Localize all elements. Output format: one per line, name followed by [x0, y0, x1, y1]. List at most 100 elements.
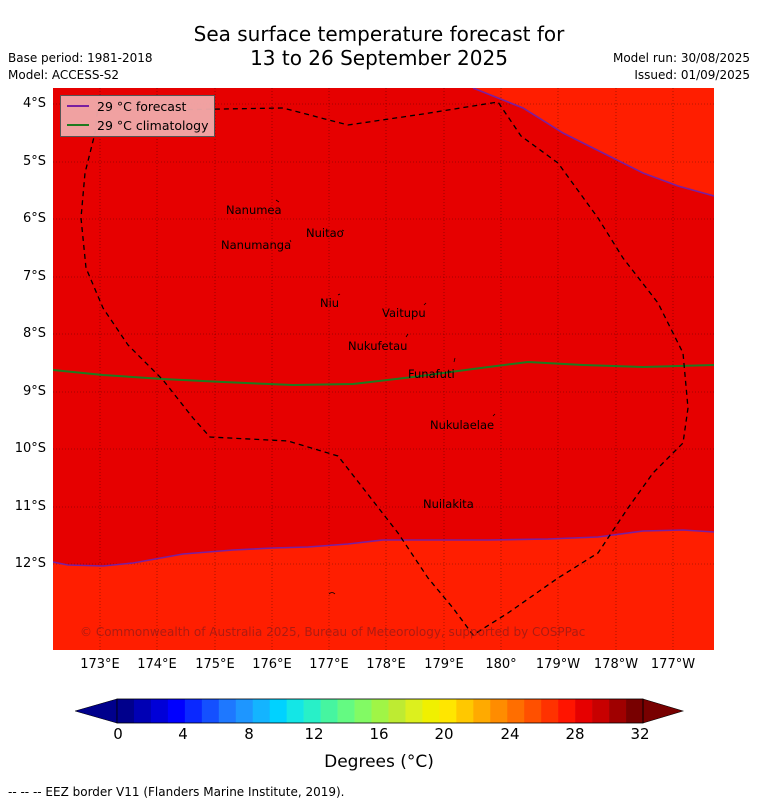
colorbar-segment	[252, 699, 271, 723]
colorbar	[75, 698, 685, 724]
colorbar-segment	[133, 699, 152, 723]
colorbar-segment	[150, 699, 169, 723]
lon-label: 176°E	[252, 657, 292, 672]
legend-forecast-label: 29 °C forecast	[97, 98, 187, 114]
lon-label: 177°W	[650, 657, 696, 672]
colorbar-segment	[269, 699, 287, 723]
colorbar-segment	[337, 699, 355, 723]
island-label-nukulaelae: Nukulaelae	[430, 418, 495, 432]
lon-label: 175°E	[195, 657, 235, 672]
colorbar-segment	[575, 699, 593, 723]
lon-label: 177°E	[309, 657, 349, 672]
island-label-nukufetau: Nukufetau	[348, 339, 408, 353]
colorbar-segment	[201, 699, 220, 723]
lon-label: 179°E	[424, 657, 464, 672]
climatology-line-swatch	[67, 124, 89, 126]
colorbar-segment	[167, 699, 186, 723]
lon-label: 174°E	[137, 657, 177, 672]
colorbar-segment	[354, 699, 372, 723]
colorbar-segment	[235, 699, 254, 723]
colorbar-tick-label: 4	[178, 725, 188, 743]
forecast-29c-contour-south	[53, 529, 714, 567]
legend-item-forecast: 29 °C forecast	[67, 97, 186, 115]
island-label-nuitao: Nuitao	[306, 226, 344, 240]
colorbar-segment	[422, 699, 440, 723]
colorbar-segment	[473, 699, 491, 723]
climatology-29c-contour	[53, 360, 714, 387]
colorbar-segment	[456, 699, 474, 723]
colorbar-tick-label: 32	[630, 725, 650, 743]
colorbar-segment	[507, 699, 525, 723]
colorbar-frame	[116, 698, 644, 724]
lon-label: 178°E	[366, 657, 406, 672]
map-legend: 29 °C forecast 29 °C climatology	[60, 95, 215, 137]
eez-border	[80, 101, 689, 636]
colorbar-segment	[524, 699, 542, 723]
graticule	[53, 88, 714, 650]
island-label-nanumea: Nanumea	[226, 203, 282, 217]
colorbar-segment	[609, 699, 627, 723]
warm-sst-region	[53, 88, 714, 566]
colorbar-tick-label: 12	[304, 725, 324, 743]
model-run: Model run: 30/08/2025	[612, 51, 750, 65]
eez-footnote: -- -- -- EEZ border V11 (Flanders Marine…	[8, 785, 345, 799]
colorbar-segment	[405, 699, 423, 723]
colorbar-tick-label: 24	[500, 725, 520, 743]
forecast-line-swatch	[67, 105, 89, 107]
colorbar-tick-label: 8	[244, 725, 254, 743]
colorbar-segment	[592, 699, 610, 723]
colorbar-tick-label: 0	[113, 725, 123, 743]
lat-label: 6°S	[22, 211, 46, 226]
legend-item-climatology: 29 °C climatology	[67, 116, 209, 134]
title-line-2: 13 to 26 September 2025	[250, 46, 508, 70]
lat-label: 8°S	[22, 326, 46, 341]
lon-label: 180°	[485, 657, 517, 672]
lat-label: 12°S	[14, 556, 46, 571]
lat-label: 9°S	[22, 384, 46, 399]
lat-label: 10°S	[14, 441, 46, 456]
meta-right: Model run: 30/08/2025 Issued: 01/09/2025	[613, 50, 750, 84]
lon-label: 179°W	[535, 657, 581, 672]
island-label-niu: Niu	[320, 296, 340, 310]
chart-title: Sea surface temperature forecast for 13 …	[0, 22, 758, 70]
lon-label: 178°W	[593, 657, 639, 672]
island-marks	[275, 199, 496, 595]
lat-label: 4°S	[22, 96, 46, 111]
title-line-1: Sea surface temperature forecast for	[193, 22, 565, 46]
forecast-29c-contour-north	[472, 88, 714, 197]
colorbar-segment	[320, 699, 338, 723]
map-panel	[53, 88, 714, 650]
colorbar-segment	[286, 699, 304, 723]
island-label-nuilakita: Nuilakita	[423, 497, 474, 511]
model-name: Model: ACCESS-S2	[8, 68, 120, 82]
island-label-vaitupu: Vaitupu	[382, 306, 426, 320]
colorbar-segment	[117, 699, 135, 723]
colorbar-segment	[184, 699, 203, 723]
colorbar-segment	[439, 699, 457, 723]
island-label-nanumanga: Nanumanga	[221, 238, 292, 252]
colorbar-units-label: Degrees (°C)	[324, 752, 434, 772]
colorbar-over-arrow	[642, 698, 685, 724]
lat-label: 5°S	[22, 154, 46, 169]
base-period: Base period: 1981-2018	[8, 51, 153, 65]
colorbar-segment	[388, 699, 406, 723]
colorbar-under-arrow	[75, 698, 118, 724]
colorbar-segment	[541, 699, 559, 723]
legend-climatology-label: 29 °C climatology	[97, 117, 209, 133]
colorbar-segment	[490, 699, 508, 723]
lat-label: 11°S	[14, 499, 46, 514]
colorbar-segment	[371, 699, 389, 723]
colorbar-segment	[626, 699, 644, 723]
lat-label: 7°S	[22, 269, 46, 284]
map-svg	[53, 88, 714, 650]
colorbar-segment	[303, 699, 321, 723]
issued-date: Issued: 01/09/2025	[634, 68, 750, 82]
lon-label: 173°E	[80, 657, 120, 672]
meta-left: Base period: 1981-2018 Model: ACCESS-S2	[8, 50, 153, 84]
island-label-funafuti: Funafuti	[408, 367, 455, 381]
colorbar-segment	[558, 699, 576, 723]
colorbar-segment	[218, 699, 237, 723]
colorbar-tick-label: 28	[565, 725, 585, 743]
colorbar-tick-label: 16	[369, 725, 389, 743]
colorbar-tick-label: 20	[434, 725, 454, 743]
